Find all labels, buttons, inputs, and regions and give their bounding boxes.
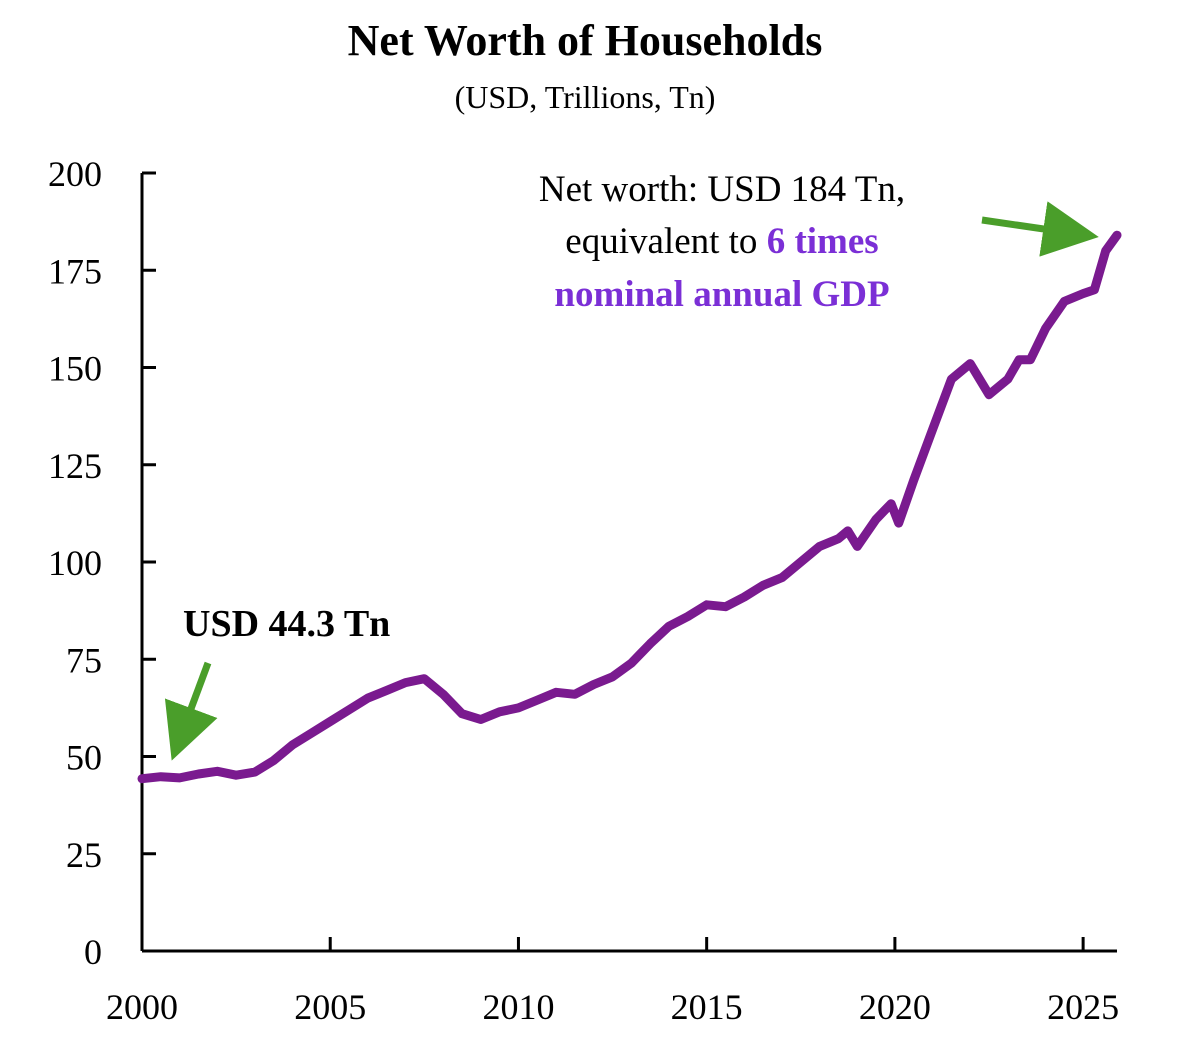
- x-axis-ticks: 2000 2005 2010 2015 2020 2025: [106, 937, 1119, 1027]
- annotation-end-arrow: [981, 201, 1099, 257]
- annotation-end-highlight-1: 6 times: [767, 221, 879, 262]
- y-tick-label: 50: [66, 738, 102, 778]
- annotation-end-line2-plain: equivalent to: [565, 221, 766, 262]
- y-tick-label: 125: [48, 446, 102, 486]
- y-axis-ticks: 0 25 50 75 100 125 150 175 200: [48, 154, 156, 972]
- x-tick-label: 2010: [482, 987, 554, 1027]
- annotation-start-arrow: [164, 661, 218, 761]
- annotation-end-line1: Net worth: USD 184 Tn,: [539, 169, 905, 210]
- series-line: [137, 230, 1122, 784]
- series-group: [137, 230, 1122, 784]
- y-tick-label: 0: [84, 932, 102, 972]
- y-tick-label: 200: [48, 154, 102, 194]
- y-tick-label: 150: [48, 349, 102, 389]
- x-tick-label: 2000: [106, 987, 178, 1027]
- y-tick-label: 75: [66, 640, 102, 680]
- x-tick-label: 2015: [671, 987, 743, 1027]
- annotation-end-highlight-2: nominal annual GDP: [554, 274, 889, 315]
- x-tick-label: 2005: [294, 987, 366, 1027]
- y-tick-label: 175: [48, 251, 102, 291]
- x-tick-label: 2020: [859, 987, 931, 1027]
- y-tick-label: 100: [48, 543, 102, 583]
- chart-title: Net Worth of Households: [348, 16, 823, 65]
- x-tick-label: 2025: [1047, 987, 1119, 1027]
- annotation-start-label: USD 44.3 Tn: [183, 603, 390, 645]
- annotation-end-line2: equivalent to 6 times: [565, 221, 878, 262]
- y-tick-label: 25: [66, 835, 102, 875]
- chart-subtitle: (USD, Trillions, Tn): [455, 79, 716, 115]
